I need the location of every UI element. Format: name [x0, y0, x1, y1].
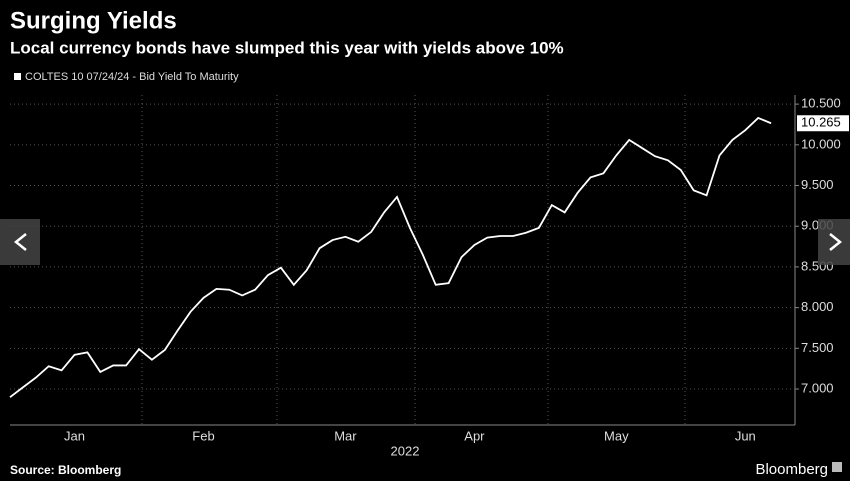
x-tick-label: Apr — [464, 428, 485, 443]
y-tick-label: 10.500 — [801, 96, 841, 111]
y-tick-label: 9.500 — [801, 177, 834, 192]
plot: 7.0007.5008.0008.5009.0009.50010.00010.5… — [9, 96, 849, 443]
next-button[interactable] — [818, 219, 850, 265]
source: Source: Bloomberg — [10, 463, 121, 477]
y-tick-label: 10.000 — [801, 136, 841, 151]
x-tick-label: May — [604, 428, 629, 443]
prev-button[interactable] — [0, 219, 40, 265]
y-tick-label: 8.000 — [801, 299, 834, 314]
x-tick-label: Mar — [334, 428, 357, 443]
y-tick-label: 7.000 — [801, 380, 834, 395]
chart-subtitle: Local currency bonds have slumped this y… — [10, 38, 564, 57]
last-value-label: 10.265 — [801, 115, 841, 130]
chart-title: Surging Yields — [10, 7, 177, 34]
legend-swatch — [14, 73, 21, 80]
y-tick-label: 7.500 — [801, 340, 834, 355]
prev-icon — [13, 233, 27, 251]
legend-label: COLTES 10 07/24/24 - Bid Yield To Maturi… — [25, 71, 239, 83]
line — [9, 116, 772, 398]
x-tick-label: Jun — [735, 428, 756, 443]
last-value-box — [797, 115, 849, 132]
x-tick-label: Jan — [64, 428, 85, 443]
x-axis-label: 2022 — [391, 443, 420, 458]
brand-icon — [832, 462, 842, 472]
x-tick-label: Feb — [192, 428, 214, 443]
brand: Bloomberg — [755, 461, 828, 478]
next-icon — [829, 233, 843, 251]
